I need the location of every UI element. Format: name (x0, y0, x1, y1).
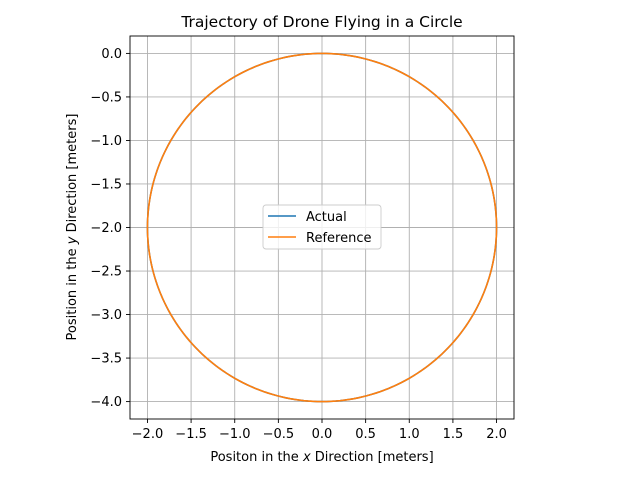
y-tick-label: −4.0 (90, 395, 122, 410)
y-tick-label: −2.5 (90, 265, 122, 280)
y-tick-label: −1.0 (90, 134, 122, 149)
x-tick-label: 1.5 (443, 427, 464, 442)
y-tick-label: −1.5 (90, 177, 122, 192)
legend: Actual Reference (262, 204, 382, 250)
x-tick-label: −1.0 (219, 427, 251, 442)
x-tick-label: −2.0 (132, 427, 164, 442)
legend-label-reference: Reference (306, 231, 371, 246)
series-line-reference (146, 52, 498, 403)
x-tick-label: 2.0 (486, 427, 507, 442)
x-axis-label: Positon in the x Direction [meters] (210, 450, 433, 465)
x-tick-label: −1.5 (175, 427, 207, 442)
x-tick-label: −0.5 (263, 427, 295, 442)
x-tick-label: 1.0 (399, 427, 420, 442)
x-tick-label: 0.5 (355, 427, 376, 442)
y-tick-label: −2.0 (90, 221, 122, 236)
series-layer (146, 52, 498, 403)
y-axis-ticks: 0.0 −0.5 −1.0 −1.5 −2.0 −2.5 −3.0 −3.5 −4.0 (90, 47, 130, 410)
x-tick-label: 0.0 (312, 427, 333, 442)
y-tick-label: 0.0 (101, 47, 122, 62)
legend-label-actual: Actual (306, 210, 347, 225)
y-tick-label: −0.5 (90, 90, 122, 105)
chart-title: Trajectory of Drone Flying in a Circle (180, 13, 462, 31)
x-axis-ticks: −2.0 −1.5 −1.0 −0.5 0.0 0.5 1.0 1.5 2.0 (132, 419, 507, 442)
y-axis-label: Position in the y Direction [meters] (65, 114, 80, 341)
y-tick-label: −3.5 (90, 352, 122, 367)
y-tick-label: −3.0 (90, 308, 122, 323)
